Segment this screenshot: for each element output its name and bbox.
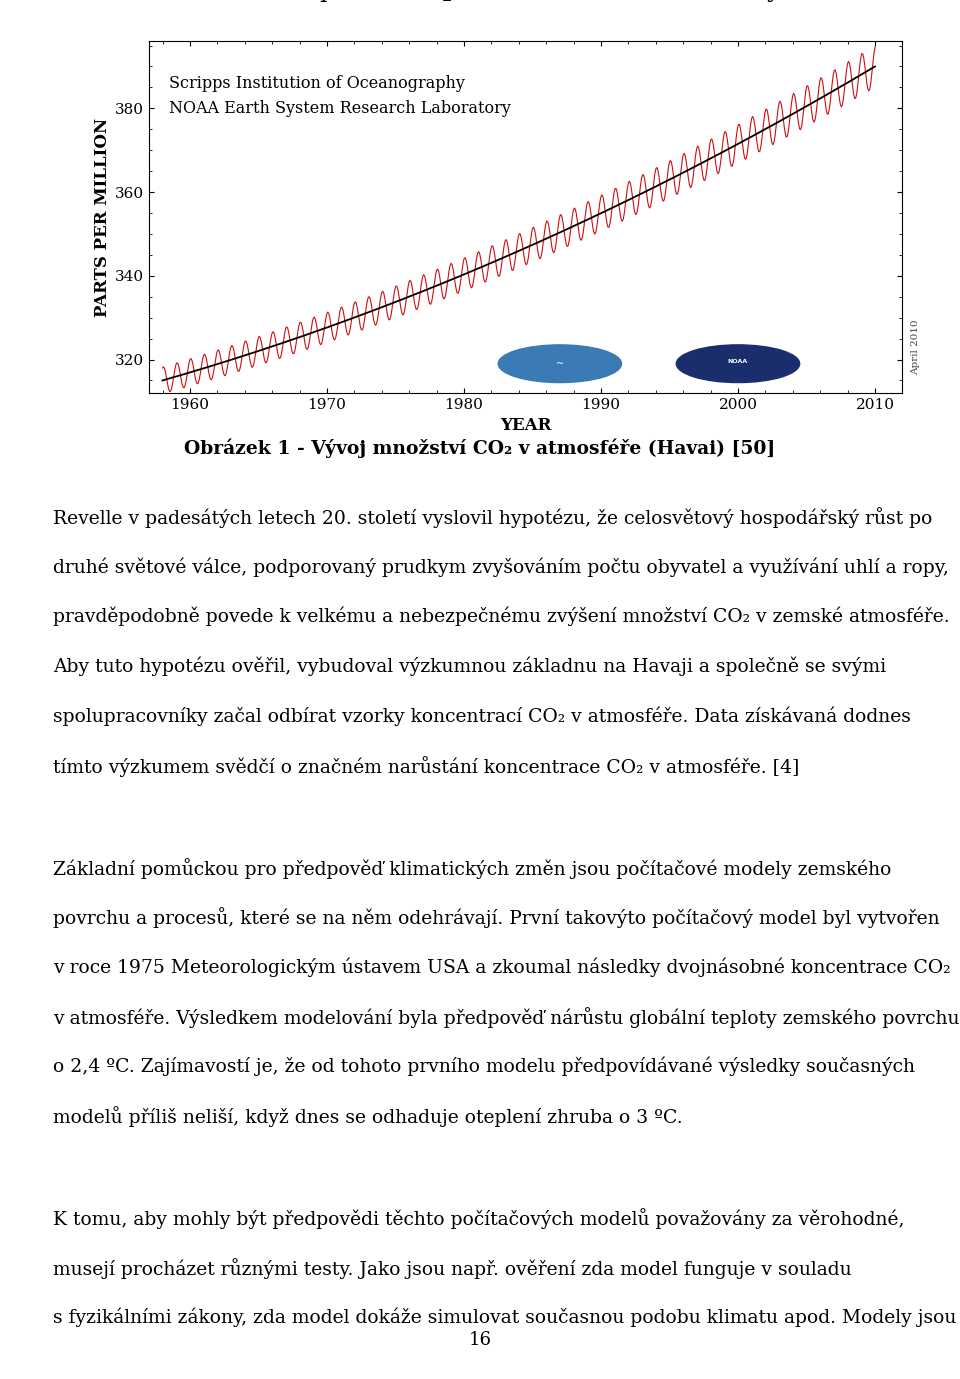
Text: Základní pomůckou pro předpověď klimatických změn jsou počítačové modely zemskéh: Základní pomůckou pro předpověď klimatic…	[53, 858, 891, 878]
Text: Revelle v padesátých letech 20. století vyslovil hypotézu, že celosvětový hospod: Revelle v padesátých letech 20. století …	[53, 507, 932, 528]
Text: NOAA: NOAA	[728, 359, 748, 364]
Text: ~: ~	[556, 359, 564, 368]
Text: s fyzikálními zákony, zda model dokáže simulovat současnou podobu klimatu apod. : s fyzikálními zákony, zda model dokáže s…	[53, 1307, 956, 1327]
Text: pravděpodobně povede k velkému a nebezpečnému zvýšení množství CO₂ v zemské atmo: pravděpodobně povede k velkému a nebezpe…	[53, 607, 949, 626]
Text: 16: 16	[468, 1331, 492, 1349]
Circle shape	[677, 345, 800, 382]
Text: druhé světové válce, podporovaný prudkym zvyšováním počtu obyvatel a využívání u: druhé světové válce, podporovaný prudkym…	[53, 557, 948, 576]
Text: v roce 1975 Meteorologickým ústavem USA a zkoumal následky dvojnásobné koncentra: v roce 1975 Meteorologickým ústavem USA …	[53, 957, 950, 976]
Text: Obrázek 1 - Vývoj množství CO₂ v atmosféře (Havai) [50]: Obrázek 1 - Vývoj množství CO₂ v atmosfé…	[184, 439, 776, 458]
Text: K tomu, aby mohly být předpovědi těchto počítačových modelů považovány za věroho: K tomu, aby mohly být předpovědi těchto …	[53, 1208, 904, 1229]
Text: April 2010: April 2010	[911, 320, 920, 375]
Text: modelů příliš neliší, když dnes se odhaduje oteplení zhruba o 3 ºC.: modelů příliš neliší, když dnes se odhad…	[53, 1106, 683, 1127]
Text: o 2,4 ºC. Zajímavostí je, že od tohoto prvního modelu předpovídávané výsledky so: o 2,4 ºC. Zajímavostí je, že od tohoto p…	[53, 1056, 915, 1076]
Text: Aby tuto hypotézu ověřil, vybudoval výzkumnou základnu na Havaji a společně se s: Aby tuto hypotézu ověřil, vybudoval výzk…	[53, 656, 886, 676]
Circle shape	[498, 345, 621, 382]
Text: Atmospheric CO$_2$ at Mauna Loa Observatory: Atmospheric CO$_2$ at Mauna Loa Observat…	[245, 0, 782, 4]
Y-axis label: PARTS PER MILLION: PARTS PER MILLION	[94, 117, 110, 317]
Text: Scripps Institution of Oceanography
NOAA Earth System Research Laboratory: Scripps Institution of Oceanography NOAA…	[169, 74, 512, 117]
Text: musejí procházet různými testy. Jako jsou např. ověření zda model funguje v soul: musejí procházet různými testy. Jako jso…	[53, 1258, 852, 1278]
Text: spolupracovníky začal odbírat vzorky koncentrací CO₂ v atmosféře. Data získávaná: spolupracovníky začal odbírat vzorky kon…	[53, 706, 911, 725]
Text: povrchu a procesů, které se na něm odehrávají. První takovýto počítačový model b: povrchu a procesů, které se na něm odehr…	[53, 907, 940, 928]
X-axis label: YEAR: YEAR	[500, 418, 551, 434]
Text: tímto výzkumem svědčí o značném narůstání koncentrace CO₂ v atmosféře. [4]: tímto výzkumem svědčí o značném narůstán…	[53, 756, 799, 776]
Text: v atmosféře. Výsledkem modelování byla předpověď nárůstu globální teploty zemské: v atmosféře. Výsledkem modelování byla p…	[53, 1007, 959, 1027]
